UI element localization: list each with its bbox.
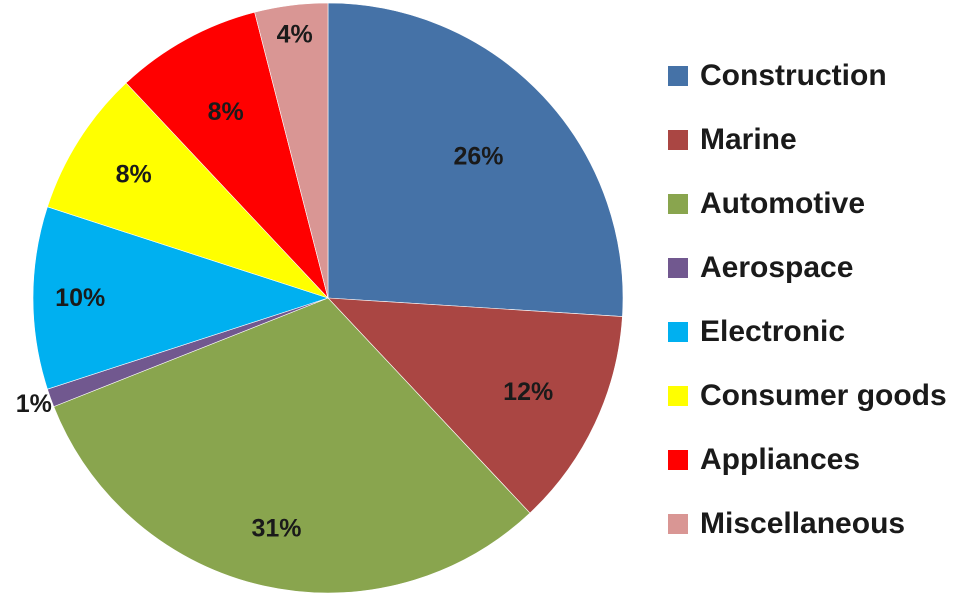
- pie-slices: [32, 2, 624, 594]
- legend-label: Aerospace: [700, 251, 854, 284]
- pie-slice-miscellaneous: [254, 2, 329, 299]
- legend-label: Electronic: [700, 315, 846, 348]
- legend-label: Appliances: [700, 443, 861, 476]
- pie-slice-electronic: [32, 206, 329, 390]
- legend-label: Consumer goods: [700, 379, 947, 412]
- chart-legend: Construction Marine Automotive Aerospace Ele…: [668, 44, 947, 556]
- legend-label: Construction: [700, 59, 887, 92]
- legend-swatch: [668, 322, 688, 342]
- legend-label: Marine: [700, 123, 797, 156]
- data-label-miscellaneous: 4%: [277, 21, 313, 49]
- pie-chart: 26% 12% 31% 1% 10% 8% 8% 4%: [16, 2, 624, 594]
- pie-slice-automotive: [53, 297, 531, 594]
- legend-item-marine: Marine: [668, 108, 947, 172]
- legend-item-automotive: Automotive: [668, 172, 947, 236]
- data-label-automotive: 31%: [251, 514, 301, 542]
- legend-item-aerospace: Aerospace: [668, 236, 947, 300]
- legend-swatch: [668, 66, 688, 86]
- legend-swatch: [668, 130, 688, 150]
- data-label-appliances: 8%: [208, 98, 244, 126]
- legend-item-consumer-goods: Consumer goods: [668, 364, 947, 428]
- legend-item-miscellaneous: Miscellaneous: [668, 492, 947, 556]
- legend-swatch: [668, 258, 688, 278]
- pie-data-labels: 26% 12% 31% 1% 10% 8% 8% 4%: [16, 21, 553, 543]
- legend-label: Automotive: [700, 187, 865, 220]
- data-label-consumer-goods: 8%: [116, 161, 152, 189]
- pie-slice-marine: [327, 297, 623, 514]
- legend-label: Miscellaneous: [700, 507, 906, 540]
- pie-slice-appliances: [125, 11, 329, 299]
- legend-item-electronic: Electronic: [668, 300, 947, 364]
- pie-slice-construction: [327, 2, 624, 317]
- legend-swatch: [668, 514, 688, 534]
- data-label-electronic: 10%: [55, 284, 105, 312]
- data-label-marine: 12%: [503, 378, 553, 406]
- pie-slice-consumer-goods: [47, 82, 329, 299]
- legend-item-appliances: Appliances: [668, 428, 947, 492]
- legend-item-construction: Construction: [668, 44, 947, 108]
- legend-swatch: [668, 386, 688, 406]
- data-label-construction: 26%: [453, 143, 503, 171]
- legend-swatch: [668, 194, 688, 214]
- data-label-aerospace: 1%: [16, 390, 52, 418]
- legend-swatch: [668, 450, 688, 470]
